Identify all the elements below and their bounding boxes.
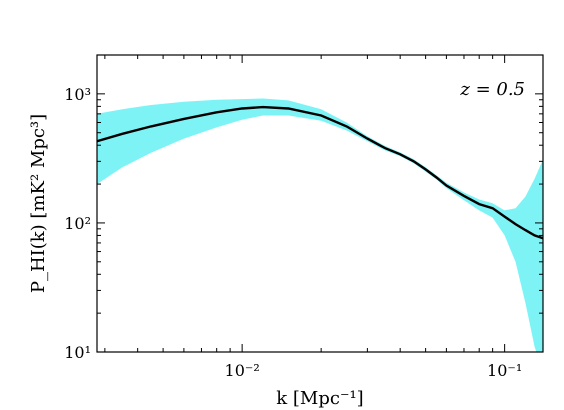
x-tick-label: 10⁻¹ (487, 361, 522, 380)
y-tick-label: 10³ (64, 85, 91, 104)
chart-band-layer (97, 98, 543, 352)
chart-line-layer (97, 105, 543, 240)
axis-ticks (97, 54, 543, 353)
y-axis-label: P_HI(k) [mK² Mpc³] (28, 114, 49, 293)
y-tick-label: 10² (64, 214, 91, 233)
plot-frame (96, 54, 544, 353)
x-axis-label: k [Mpc⁻¹] (276, 388, 363, 409)
uncertainty-band (97, 98, 543, 352)
axis-labels: 10⁻² 10⁻¹ 10¹ 10² 10³ (64, 85, 522, 380)
redshift-annotation: z = 0.5 (459, 79, 525, 100)
power-spectrum-line (97, 105, 543, 240)
y-tick-label: 10¹ (64, 343, 91, 362)
x-tick-label: 10⁻² (225, 361, 260, 380)
